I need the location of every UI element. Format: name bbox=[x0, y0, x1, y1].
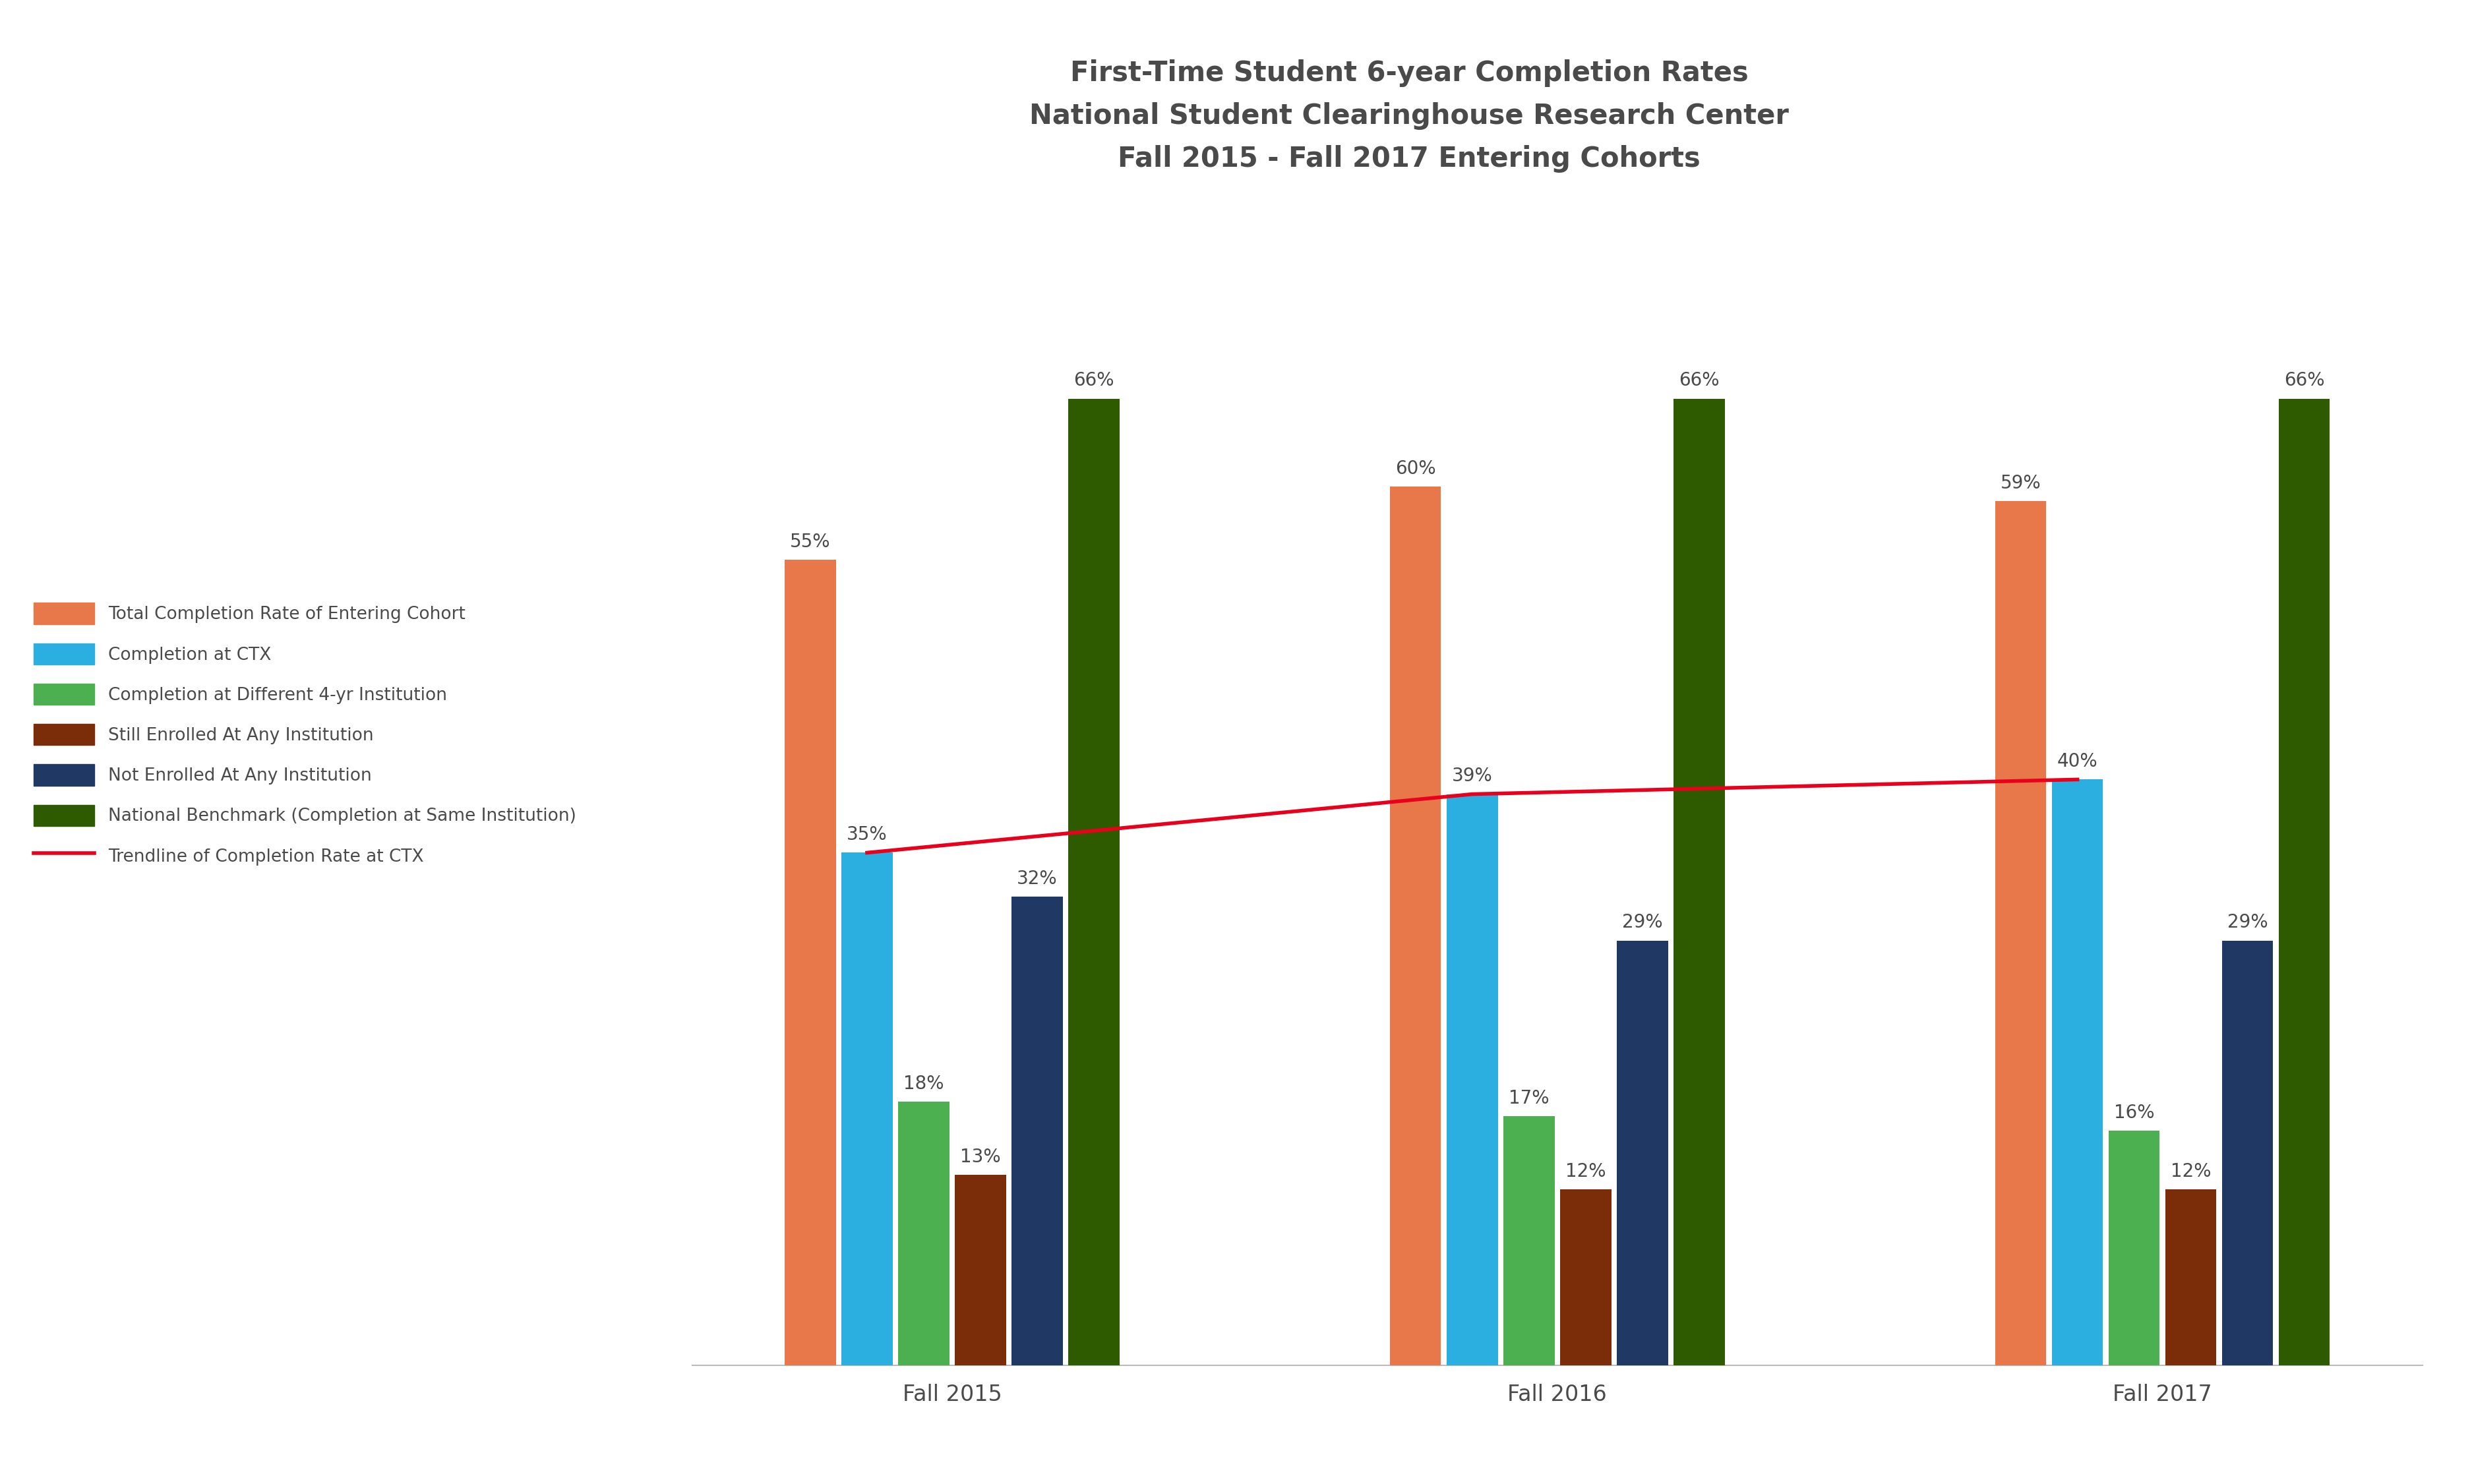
Bar bbox=[1995, 502, 2047, 1365]
Text: 55%: 55% bbox=[791, 533, 831, 551]
Text: 18%: 18% bbox=[905, 1074, 944, 1092]
Bar bbox=[2052, 779, 2104, 1365]
Text: 66%: 66% bbox=[2284, 371, 2324, 390]
Text: 13%: 13% bbox=[959, 1147, 1001, 1166]
Text: First-Time Student 6-year Completion Rates
National Student Clearinghouse Resear: First-Time Student 6-year Completion Rat… bbox=[1028, 59, 1790, 172]
Bar bbox=[1560, 1190, 1612, 1365]
Legend: Total Completion Rate of Entering Cohort, Completion at CTX, Completion at Diffe: Total Completion Rate of Entering Cohort… bbox=[35, 603, 576, 867]
Text: 66%: 66% bbox=[1678, 371, 1721, 390]
Bar bbox=[1503, 1116, 1555, 1365]
Text: 12%: 12% bbox=[2170, 1162, 2210, 1181]
Bar bbox=[2279, 399, 2331, 1365]
Text: 32%: 32% bbox=[1016, 870, 1058, 887]
Bar bbox=[2222, 941, 2274, 1365]
Text: 66%: 66% bbox=[1073, 371, 1115, 390]
Bar bbox=[1446, 794, 1498, 1365]
Text: 16%: 16% bbox=[2114, 1104, 2156, 1122]
Bar bbox=[2165, 1190, 2217, 1365]
Bar bbox=[2109, 1131, 2161, 1365]
Bar bbox=[1674, 399, 1725, 1365]
Text: 12%: 12% bbox=[1565, 1162, 1607, 1181]
Bar bbox=[1389, 487, 1441, 1365]
Text: 59%: 59% bbox=[2000, 473, 2042, 493]
Bar bbox=[954, 1175, 1006, 1365]
Bar bbox=[1617, 941, 1669, 1365]
Bar bbox=[897, 1101, 949, 1365]
Bar bbox=[784, 559, 836, 1365]
Text: 17%: 17% bbox=[1508, 1089, 1550, 1107]
Bar bbox=[1068, 399, 1120, 1365]
Bar bbox=[1011, 896, 1063, 1365]
Text: 29%: 29% bbox=[2227, 913, 2267, 932]
Text: 35%: 35% bbox=[848, 825, 887, 844]
Text: 40%: 40% bbox=[2057, 752, 2099, 770]
Text: 29%: 29% bbox=[1622, 913, 1664, 932]
Bar bbox=[840, 853, 892, 1365]
Text: 39%: 39% bbox=[1451, 767, 1493, 785]
Text: 60%: 60% bbox=[1394, 460, 1436, 478]
